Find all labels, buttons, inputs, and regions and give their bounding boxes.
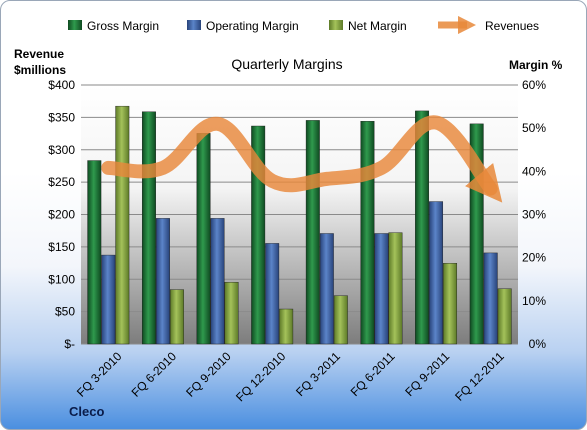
left-axis-title-line1: Revenue (14, 47, 64, 61)
legend-label-operating-margin: Operating Margin (206, 19, 299, 33)
bar-operating-margin (155, 218, 170, 345)
legend-label-revenues: Revenues (485, 19, 539, 33)
legend-swatch-gross-margin (68, 20, 82, 30)
x-tick-label: FQ 9-2010 (183, 349, 234, 400)
bar-net-margin (497, 288, 512, 345)
right-tick-label: 0% (529, 337, 547, 351)
x-tick-label: FQ 12-2011 (452, 349, 507, 404)
bar-gross-margin (87, 160, 102, 345)
revenue-line (101, 115, 503, 203)
bar-net-margin (224, 282, 239, 345)
x-tick-label: FQ 6-2011 (348, 349, 398, 399)
right-tick-label: 60% (522, 78, 546, 92)
x-tick-label: FQ 3-2011 (293, 349, 343, 399)
bar-operating-margin (101, 254, 116, 345)
legend-label-gross-margin: Gross Margin (87, 19, 159, 33)
bar-net-margin (169, 289, 184, 345)
left-axis-title-line2: $millions (14, 63, 66, 77)
legend-swatch-operating-margin (187, 20, 201, 30)
bar-operating-margin (374, 233, 389, 345)
legend-label-net-margin: Net Margin (348, 19, 407, 33)
right-axis-title: Margin % (509, 58, 563, 72)
left-tick-label: $250 (48, 175, 75, 189)
left-tick-label: $100 (48, 272, 75, 286)
left-tick-label: $50 (55, 305, 75, 319)
left-axis-ticks: $- $50 $100 $150 $200 $250 $300 $350 $400 (48, 78, 75, 351)
bar-gross-margin (305, 120, 320, 345)
left-tick-label: $150 (48, 240, 75, 254)
bar-net-margin (279, 308, 294, 345)
bar-net-margin (115, 105, 130, 345)
left-tick-label: $- (64, 337, 75, 351)
left-tick-label: $350 (48, 110, 75, 124)
right-tick-label: 10% (522, 294, 546, 308)
right-tick-label: 20% (522, 251, 546, 265)
left-tick-label: $200 (48, 208, 75, 222)
bar-net-margin (333, 295, 348, 345)
legend-swatch-net-margin (329, 20, 343, 30)
bar-gross-margin (141, 111, 156, 345)
right-tick-label: 30% (522, 208, 546, 222)
bar-net-margin (443, 263, 458, 345)
revenue-line-path (101, 115, 503, 203)
legend: Gross Margin Operating Margin Net Margin… (68, 15, 539, 35)
bar-operating-margin (319, 233, 334, 345)
right-tick-label: 50% (522, 121, 546, 135)
bar-operating-margin (210, 218, 225, 345)
left-tick-label: $300 (48, 143, 75, 157)
bar-gross-margin (360, 121, 375, 345)
chart-title: Quarterly Margins (231, 56, 342, 72)
bar-net-margin (388, 232, 403, 345)
left-tick-label: $400 (48, 78, 75, 92)
x-tick-label: FQ 6-2010 (129, 349, 180, 400)
x-tick-label: FQ 9-2011 (402, 349, 452, 399)
x-tick-label: FQ 12-2010 (233, 349, 288, 404)
bar-gross-margin (415, 110, 430, 345)
bar-operating-margin (265, 243, 280, 345)
x-tick-label: FQ 3-2010 (74, 349, 125, 400)
x-axis-ticks: FQ 3-2010 FQ 6-2010 FQ 9-2010 FQ 12-2010 FQ … (74, 349, 507, 404)
right-axis-ticks: 0% 10% 20% 30% 40% 50% 60% (522, 78, 546, 351)
right-tick-label: 40% (522, 164, 546, 178)
bar-operating-margin (429, 201, 444, 345)
bar-operating-margin (483, 252, 498, 345)
bar-gross-margin (196, 133, 211, 345)
company-name: Cleco (69, 404, 104, 419)
